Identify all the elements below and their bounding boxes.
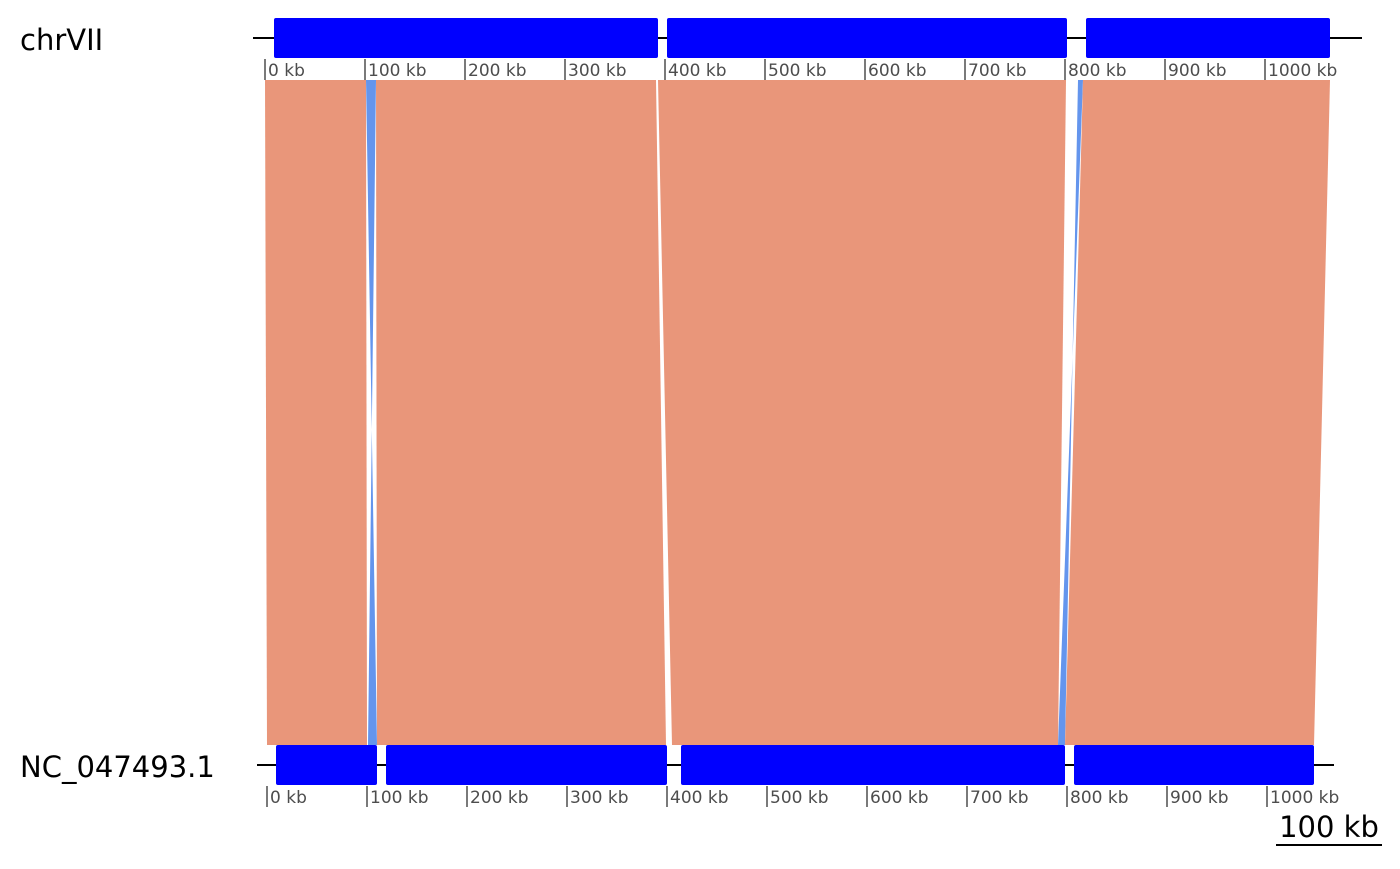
tick-label: 600 kb [868,61,927,81]
forward-link [1065,80,1330,745]
forward-link [658,80,1066,745]
tick-label: 1000 kb [1268,61,1337,81]
tick-label: 300 kb [568,61,627,81]
links-layer [265,80,1330,745]
tick-label: 1000 kb [1270,788,1339,808]
tick-label: 800 kb [1068,61,1127,81]
track-label-top: chrVII [20,23,103,57]
tick-label: 400 kb [668,61,727,81]
tick-label: 700 kb [968,61,1027,81]
tick-label: 100 kb [368,61,427,81]
contig-block [681,745,1065,785]
scale-bar-label: 100 kb [1279,810,1379,844]
scale-bar: 100 kb [1276,810,1382,846]
contig-block [1074,745,1314,785]
contig-block [386,745,667,785]
track-label-bottom: NC_047493.1 [20,750,215,784]
inverted-link [366,80,377,745]
tick-label: 600 kb [870,788,929,808]
tick-label: 100 kb [370,788,429,808]
tick-label: 300 kb [570,788,629,808]
contig-block [274,18,658,58]
contig-block [1086,18,1330,58]
tick-label: 900 kb [1168,61,1227,81]
tick-label: 500 kb [768,61,827,81]
forward-link [376,80,666,745]
track-bottom: 0 kb 100 kb 200 kb 300 kb 400 kb 500 kb 600 kb… [257,745,1339,808]
tick-label: 200 kb [468,61,527,81]
forward-link [265,80,367,745]
tick-label: 800 kb [1070,788,1129,808]
tick-label: 400 kb [670,788,729,808]
tick-label: 700 kb [970,788,1029,808]
tracks-layer: 0 kb 100 kb 200 kb 300 kb 400 kb 500 kb 600 kb… [253,18,1362,808]
tick-label: 0 kb [270,788,307,808]
contig-block [667,18,1067,58]
tick-label: 0 kb [268,61,305,81]
tick-label: 900 kb [1170,788,1229,808]
tick-label: 500 kb [770,788,829,808]
contig-block [276,745,377,785]
track-top: 0 kb 100 kb 200 kb 300 kb 400 kb 500 kb 600 kb… [253,18,1362,81]
inverted-link [1058,80,1083,745]
tick-label: 200 kb [470,788,529,808]
